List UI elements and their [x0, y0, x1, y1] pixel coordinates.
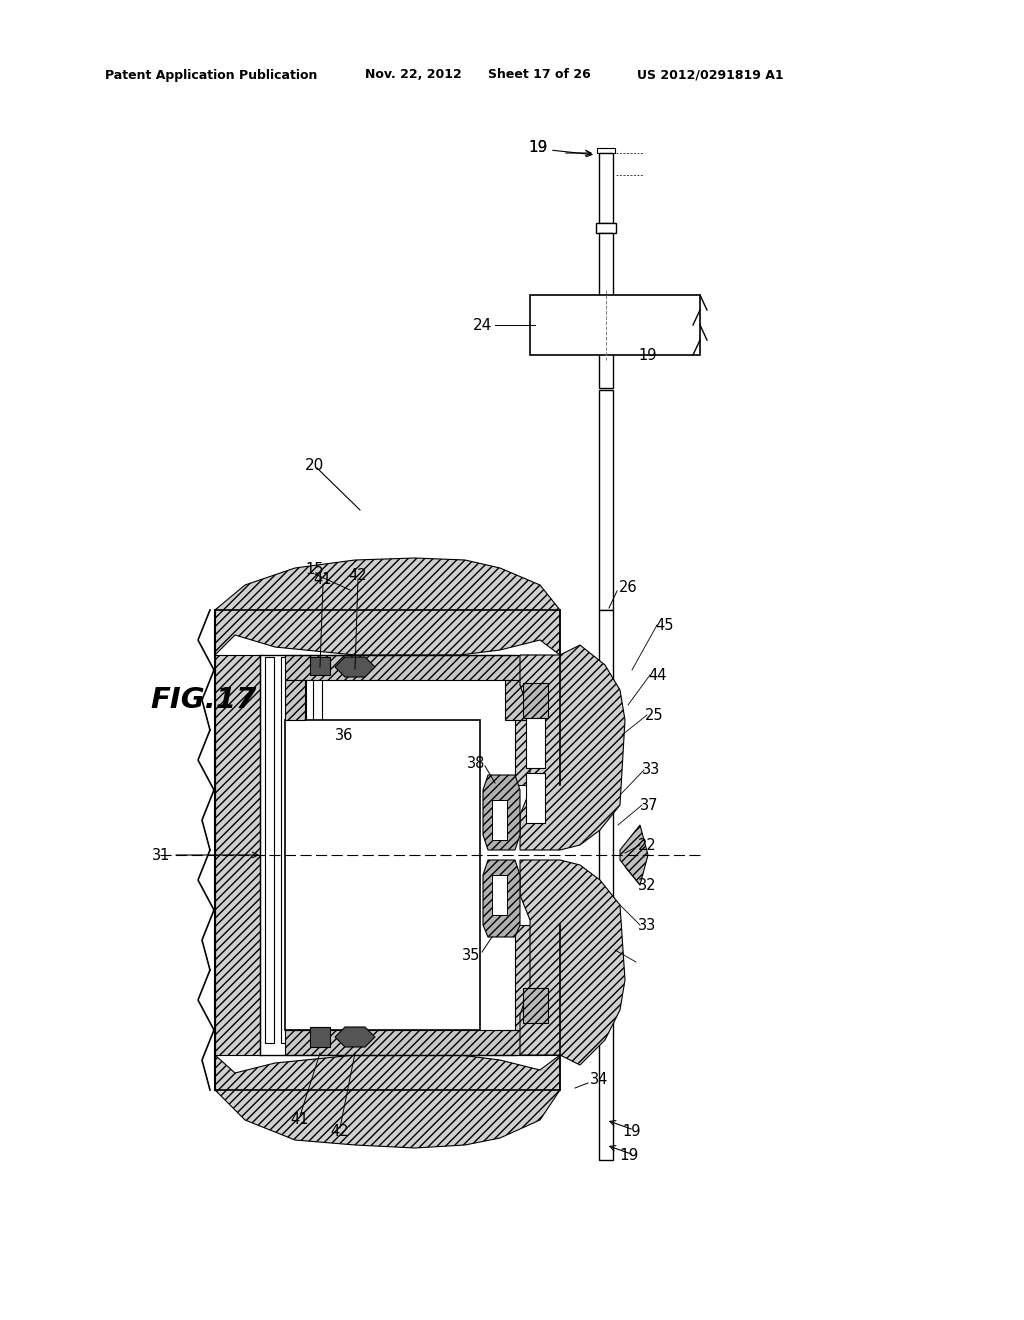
Polygon shape [215, 1055, 560, 1148]
Bar [599, 318, 613, 388]
Polygon shape [505, 680, 540, 719]
Polygon shape [523, 987, 548, 1023]
Text: 45: 45 [655, 618, 674, 632]
Bar [281, 657, 290, 1043]
Text: 44: 44 [648, 668, 667, 682]
Bar [599, 153, 613, 223]
Bar [597, 148, 615, 153]
Text: Patent Application Publication: Patent Application Publication [105, 69, 317, 82]
Polygon shape [483, 775, 520, 850]
Bar [492, 800, 507, 840]
Polygon shape [520, 645, 625, 850]
Polygon shape [310, 1027, 330, 1047]
Text: 33: 33 [642, 763, 660, 777]
Text: 26: 26 [618, 581, 638, 595]
Text: 42: 42 [331, 1125, 349, 1139]
Text: 32: 32 [638, 878, 656, 892]
Text: 36: 36 [335, 727, 353, 742]
Text: 19: 19 [528, 140, 548, 156]
Text: 42: 42 [349, 568, 368, 582]
Polygon shape [285, 1030, 540, 1055]
Bar [596, 308, 616, 318]
Text: 19: 19 [622, 1125, 640, 1139]
Bar [492, 875, 507, 915]
Polygon shape [483, 861, 520, 937]
Text: 31: 31 [152, 847, 170, 862]
Polygon shape [523, 682, 548, 718]
Polygon shape [335, 657, 375, 677]
Text: 25: 25 [645, 708, 664, 722]
Polygon shape [620, 825, 648, 884]
Text: 24: 24 [473, 318, 492, 333]
Text: Nov. 22, 2012: Nov. 22, 2012 [365, 69, 462, 82]
Bar [599, 234, 613, 308]
Polygon shape [515, 925, 560, 1055]
Bar [530, 294, 700, 355]
Text: 19: 19 [638, 347, 656, 363]
Bar [297, 657, 306, 1043]
Text: 38: 38 [467, 755, 485, 771]
Polygon shape [215, 655, 260, 1055]
Text: Sheet 17 of 26: Sheet 17 of 26 [488, 69, 591, 82]
Bar [265, 657, 274, 1043]
Polygon shape [285, 680, 305, 719]
Text: 41: 41 [291, 1113, 309, 1127]
Text: 20: 20 [305, 458, 325, 473]
Polygon shape [515, 655, 560, 785]
Text: 15: 15 [305, 562, 324, 578]
Text: 34: 34 [590, 1072, 608, 1088]
Bar [285, 719, 480, 1030]
Text: 33: 33 [638, 917, 656, 932]
Bar [599, 389, 613, 610]
Text: 22: 22 [638, 837, 656, 853]
Polygon shape [285, 655, 540, 680]
Polygon shape [520, 861, 625, 1065]
Bar [526, 774, 545, 822]
Text: 19: 19 [618, 1147, 638, 1163]
Bar [526, 718, 545, 768]
Bar [596, 223, 616, 234]
Polygon shape [215, 558, 560, 655]
Bar [313, 657, 322, 1043]
Text: 41: 41 [313, 573, 332, 587]
Text: 35: 35 [462, 948, 480, 962]
Polygon shape [335, 1027, 375, 1047]
Polygon shape [310, 657, 330, 675]
Text: FIG.17: FIG.17 [150, 686, 256, 714]
Text: 37: 37 [640, 797, 658, 813]
Text: US 2012/0291819 A1: US 2012/0291819 A1 [637, 69, 783, 82]
Bar [599, 610, 613, 1160]
Text: 19: 19 [528, 140, 548, 156]
